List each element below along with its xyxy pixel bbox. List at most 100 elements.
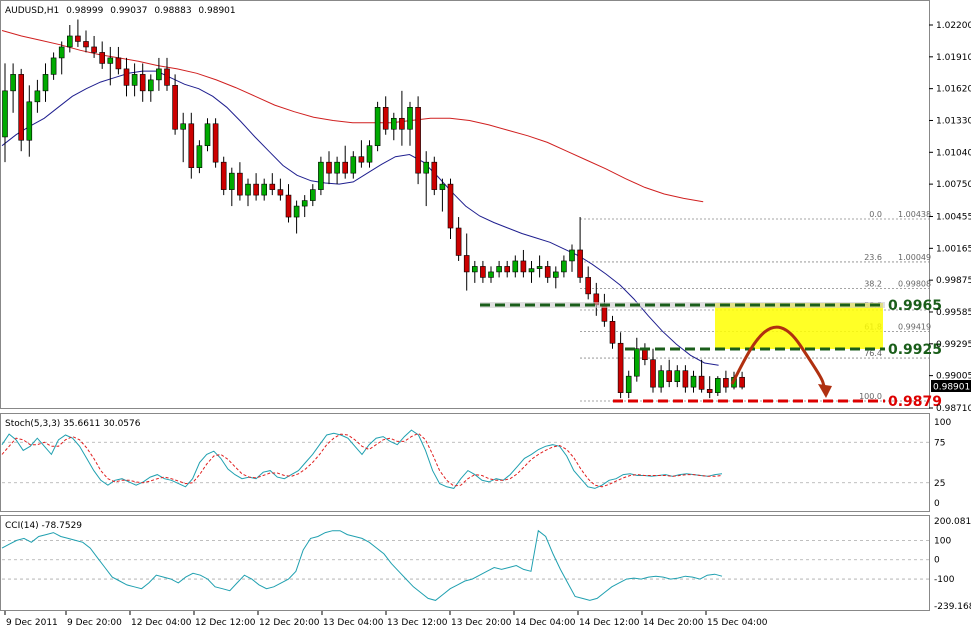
candle-down [99, 52, 105, 64]
time-axis-label: 13 Dec 04:00 [323, 618, 384, 628]
time-axis-label: 15 Dec 04:00 [707, 618, 768, 628]
price-axis-label: 0.99295 [936, 340, 971, 350]
fib-level-ratio: 100.0 [859, 392, 882, 401]
candle-up [34, 90, 41, 103]
candle-up [674, 370, 681, 382]
ohlc-close: 0.98901 [198, 6, 235, 16]
candle-down [277, 189, 284, 196]
candle-down [358, 156, 365, 163]
candle-up [350, 156, 357, 174]
candle-down [723, 378, 729, 388]
candle-down [463, 255, 470, 273]
candle-up [196, 145, 203, 168]
candle-up [625, 375, 632, 393]
candle-up [496, 266, 502, 273]
candle-down [666, 370, 673, 382]
candlestick-series [2, 19, 745, 399]
time-axis-label: 14 Dec 04:00 [515, 618, 576, 628]
cci-axis-label: 100 [934, 536, 951, 546]
candle-up [334, 161, 340, 174]
candle-up [423, 161, 430, 174]
candle-down [83, 41, 89, 48]
axes: 1.02200 1.01910 1.01620 1.01330 1.01040 1.007… [4, 21, 971, 628]
time-axis-label: 13 Dec 12:00 [387, 618, 448, 628]
candle-down [455, 227, 462, 256]
resistance-upper-label: 0.9965 [888, 298, 942, 314]
candle-up [569, 249, 575, 262]
candle-up [204, 123, 211, 147]
fib-level-price: 0.99808 [898, 280, 931, 289]
candle-up [309, 189, 316, 201]
candle-up [10, 74, 16, 92]
candle-up [131, 74, 138, 86]
time-axis-label: 14 Dec 12:00 [579, 618, 640, 628]
candle-up [58, 46, 65, 59]
candle-up [471, 266, 478, 273]
candle-up [245, 183, 251, 196]
fib-level-price: 1.00049 [898, 253, 931, 262]
time-axis-label: 13 Dec 20:00 [451, 618, 512, 628]
cci-line [1, 529, 723, 601]
candle-down [18, 74, 25, 141]
ohlc-high: 0.99037 [110, 6, 147, 16]
candle-down [706, 389, 713, 393]
stoch-axis-label: 100 [934, 418, 951, 428]
candle-down [585, 277, 592, 295]
price-axis-label: 0.99875 [936, 276, 971, 286]
stoch-title: Stoch(5,3,3) 35.6611 30.0576 [5, 419, 141, 429]
candle-up [26, 101, 33, 141]
candle-up [67, 35, 73, 48]
stoch-signal-line [1, 432, 723, 488]
stochastic-oscillator [1, 429, 929, 489]
price-axis-label: 1.01910 [936, 53, 971, 63]
current-price-label: 0.98901 [933, 383, 970, 393]
cci-title: CCI(14) -78.7529 [5, 521, 82, 531]
time-axis-label: 12 Dec 04:00 [131, 618, 192, 628]
candle-up [229, 172, 235, 190]
candle-down [188, 123, 195, 168]
candle-down [212, 123, 219, 163]
price-axis-label: 1.00165 [936, 244, 971, 254]
price-axis-label: 1.01330 [936, 116, 971, 126]
main-title: AUDUSD,H1 0.98999 0.99037 0.98883 0.9890… [5, 6, 236, 16]
price-axis-label: 1.00750 [936, 180, 971, 190]
price-axis-label: 0.98710 [936, 404, 971, 414]
candle-up [107, 57, 114, 64]
candle-down [480, 266, 486, 278]
fib-level-ratio: 38.2 [864, 280, 882, 289]
candle-up [301, 200, 308, 207]
time-axis-label: 9 Dec 2011 [6, 618, 58, 628]
price-axis-label: 1.02200 [936, 21, 971, 31]
price-axis-label: 1.00455 [936, 213, 971, 223]
candle-down [520, 260, 527, 273]
candle-down [91, 46, 97, 53]
candle-down [253, 183, 259, 196]
candle-down [269, 183, 276, 190]
candle-down [123, 68, 130, 86]
fib-level-ratio: 23.6 [864, 253, 882, 262]
symbol-label: AUDUSD,H1 [5, 6, 59, 16]
candle-down [164, 68, 170, 86]
candle-down [285, 194, 292, 218]
price-axis-label: 0.99585 [936, 308, 971, 318]
candle-up [50, 57, 57, 75]
candle-down [237, 172, 243, 196]
candle-down [447, 183, 454, 229]
cci-axis-label: 200.0819 [934, 517, 971, 527]
candle-up [261, 183, 268, 196]
candle-up [552, 271, 559, 278]
candle-up [148, 79, 154, 92]
candle-down [650, 359, 656, 388]
candle-down [399, 117, 405, 130]
stoch-axis-label: 25 [934, 479, 945, 489]
candle-down [342, 161, 349, 174]
candle-down [544, 266, 551, 278]
ohlc-low: 0.98883 [154, 6, 191, 16]
candle-down [172, 85, 178, 130]
candle-down [504, 266, 511, 273]
support-label: 0.9879 [888, 394, 942, 410]
candle-up [714, 378, 721, 393]
time-axis-label: 14 Dec 20:00 [643, 618, 704, 628]
candle-down [609, 321, 616, 344]
